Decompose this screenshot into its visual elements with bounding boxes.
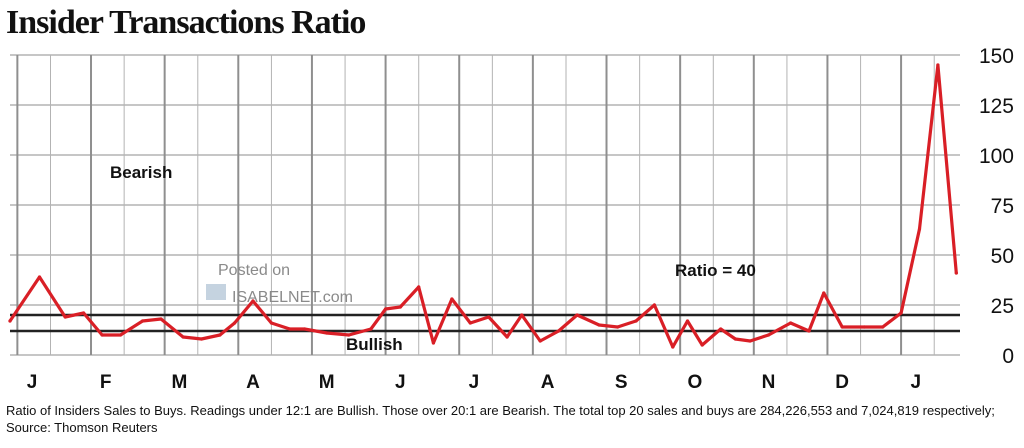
x-tick-label: J — [395, 372, 406, 393]
y-tick-label: 50 — [991, 245, 1014, 268]
x-tick-label: S — [615, 372, 628, 393]
data-point — [384, 307, 388, 311]
data-point — [954, 271, 958, 275]
x-tick-label: A — [246, 372, 260, 393]
watermark-line1: Posted on — [218, 262, 290, 279]
data-point — [288, 327, 292, 331]
data-point — [700, 343, 704, 347]
data-point — [616, 325, 620, 329]
data-point — [671, 345, 675, 349]
data-point — [37, 275, 42, 279]
data-point — [719, 327, 723, 331]
x-tick-label: F — [100, 372, 112, 393]
y-tick-label: 125 — [979, 95, 1014, 118]
data-point — [538, 339, 542, 343]
y-tick-label: 0 — [1002, 345, 1014, 368]
data-point — [807, 329, 811, 333]
data-point — [840, 325, 844, 329]
series-line — [8, 63, 958, 349]
y-tick-label: 75 — [991, 195, 1014, 218]
y-tick-label: 25 — [991, 295, 1014, 318]
data-point — [575, 313, 579, 317]
y-axis: 0 25 50 75 100 125 150 — [979, 45, 1014, 368]
x-tick-label: J — [911, 372, 922, 393]
threshold-lines — [10, 313, 960, 333]
data-point — [597, 323, 601, 327]
data-point — [63, 315, 67, 319]
watermark-globe-icon — [206, 284, 226, 300]
chart-title: Insider Transactions Ratio — [6, 4, 366, 41]
ratio-label: Ratio = 40 — [675, 261, 756, 280]
data-point — [251, 299, 255, 303]
data-point — [450, 297, 454, 301]
data-point — [141, 319, 145, 323]
data-point — [881, 325, 885, 329]
x-tick-label: D — [835, 372, 849, 393]
data-point — [520, 313, 524, 317]
x-tick-label: O — [687, 372, 702, 393]
watermark: Posted on ISABELNET.com — [206, 262, 353, 306]
data-point — [936, 63, 940, 67]
data-point — [789, 321, 793, 325]
x-tick-label: J — [27, 372, 38, 393]
bullish-label: Bullish — [346, 335, 403, 354]
data-point — [899, 311, 903, 315]
data-point — [369, 327, 373, 331]
chart-svg: Posted on ISABELNET.com Bearish Bullish … — [8, 45, 1014, 393]
data-point — [100, 333, 104, 337]
data-point — [822, 291, 826, 295]
data-point — [233, 321, 237, 325]
data-point — [766, 333, 771, 337]
data-point — [417, 285, 421, 289]
data-point — [199, 337, 204, 341]
data-point — [652, 303, 657, 307]
data-point — [634, 319, 638, 323]
data-point — [917, 227, 922, 231]
data-point — [181, 335, 185, 339]
y-tick-label: 100 — [979, 145, 1014, 168]
data-point — [468, 321, 472, 325]
data-point — [118, 333, 123, 337]
data-point — [159, 317, 163, 321]
data-point — [8, 319, 12, 323]
series-group — [8, 63, 958, 349]
data-point — [505, 335, 509, 339]
data-point — [303, 327, 307, 331]
y-tick-label: 150 — [979, 45, 1014, 68]
chart-grid — [10, 54, 960, 356]
watermark-line2: ISABELNET.com — [232, 289, 353, 306]
data-point — [218, 333, 222, 337]
x-tick-label: J — [469, 372, 480, 393]
bearish-label: Bearish — [110, 163, 172, 182]
data-point — [748, 339, 752, 343]
data-point — [733, 337, 738, 341]
x-tick-label: M — [319, 372, 335, 393]
data-point — [269, 321, 273, 325]
data-point — [82, 311, 86, 315]
annotations: Bearish Bullish Ratio = 40 — [110, 163, 756, 354]
data-point — [431, 341, 435, 345]
x-tick-label: N — [762, 372, 776, 393]
x-tick-label: M — [171, 372, 187, 393]
data-point — [487, 315, 491, 319]
footnote: Ratio of Insiders Sales to Buys. Reading… — [6, 403, 995, 435]
data-point — [685, 319, 690, 323]
data-point — [325, 331, 329, 335]
data-point — [347, 333, 351, 337]
data-point — [398, 305, 402, 309]
data-point — [557, 329, 561, 333]
data-point — [862, 325, 866, 329]
x-tick-label: A — [541, 372, 555, 393]
